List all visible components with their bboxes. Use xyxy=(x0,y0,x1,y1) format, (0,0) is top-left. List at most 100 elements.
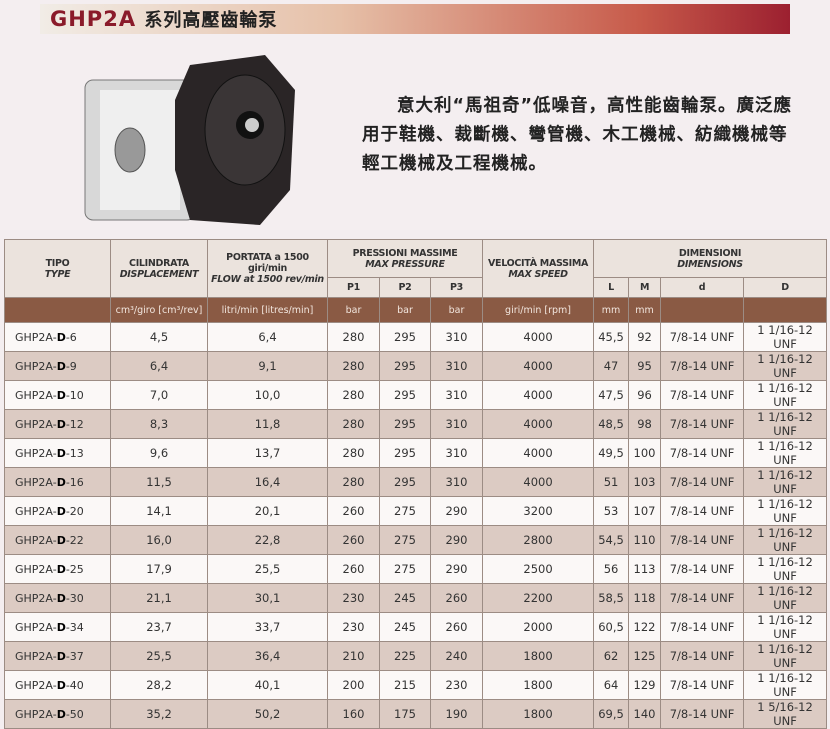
value-cell: 1 1/16-12 UNF xyxy=(743,351,828,381)
value-cell: 51 xyxy=(593,467,630,497)
value-cell: 225 xyxy=(379,641,431,671)
value-cell: 7/8-14 UNF xyxy=(660,525,745,555)
model-part: D xyxy=(56,620,66,634)
product-description: 意大利“馬祖奇”低噪音，高性能齒輪泵。廣泛應用于鞋機、裁斷機、彎管機、木工機械、… xyxy=(362,96,793,174)
model-part: D xyxy=(56,388,66,402)
table-row: GHP2A-D-37 25,5 36,4 210 225 240 1800 62 125 7/8-… xyxy=(4,641,828,671)
value-cell: 7/8-14 UNF xyxy=(660,351,745,381)
model-part: -50 xyxy=(65,707,84,721)
value-cell: 245 xyxy=(379,612,431,642)
model-part: D xyxy=(56,649,66,663)
table-row: GHP2A-D-9 6,4 9,1 280 295 310 4000 47 95 7/8-14 U… xyxy=(4,351,828,381)
value-cell: 95 xyxy=(628,351,662,381)
value-cell: 118 xyxy=(628,583,662,613)
value-cell: 36,4 xyxy=(207,641,328,671)
header-d-large: D xyxy=(743,277,828,298)
value-cell: 110 xyxy=(628,525,662,555)
unit-cell xyxy=(660,297,745,323)
model-part: D xyxy=(56,707,66,721)
header-displacement: CILINDRATA DISPLACEMENT xyxy=(110,239,208,298)
model-part: -10 xyxy=(65,388,84,402)
value-cell: 1 5/16-12 UNF xyxy=(743,699,828,729)
value-cell: 50,2 xyxy=(207,699,328,729)
model-part: GHP2A- xyxy=(15,562,57,576)
value-cell: 56 xyxy=(593,554,630,584)
value-cell: 280 xyxy=(327,351,380,381)
model-part: D xyxy=(56,504,66,518)
value-cell: 13,7 xyxy=(207,438,328,468)
title-banner xyxy=(40,4,790,34)
value-cell: 310 xyxy=(429,467,484,497)
value-cell: 10,0 xyxy=(207,380,328,410)
model-cell: GHP2A-D-50 xyxy=(4,699,111,729)
value-cell: 103 xyxy=(628,467,662,497)
value-cell: 1 1/16-12 UNF xyxy=(743,496,828,526)
model-cell: GHP2A-D-25 xyxy=(4,554,111,584)
value-cell: 310 xyxy=(429,438,484,468)
model-part: GHP2A- xyxy=(15,591,57,605)
value-cell: 280 xyxy=(327,467,380,497)
value-cell: 160 xyxy=(327,699,380,729)
value-cell: 53 xyxy=(593,496,630,526)
model-part: GHP2A- xyxy=(15,504,57,518)
value-cell: 6,4 xyxy=(110,351,208,381)
value-cell: 17,9 xyxy=(110,554,208,584)
value-cell: 11,5 xyxy=(110,467,208,497)
model-part: D xyxy=(56,678,66,692)
model-part: -12 xyxy=(65,417,84,431)
title-chinese: 系列高壓齒輪泵 xyxy=(144,10,278,31)
value-cell: 260 xyxy=(327,554,380,584)
model-part: -16 xyxy=(65,475,84,489)
value-cell: 22,8 xyxy=(207,525,328,555)
value-cell: 47 xyxy=(593,351,630,381)
header-d-small: d xyxy=(660,277,745,298)
value-cell: 275 xyxy=(379,554,431,584)
table-row: GHP2A-D-40 28,2 40,1 200 215 230 1800 64 129 7/8-… xyxy=(4,670,828,700)
model-part: GHP2A- xyxy=(15,359,57,373)
value-cell: 7/8-14 UNF xyxy=(660,699,745,729)
value-cell: 295 xyxy=(379,322,431,352)
value-cell: 1 1/16-12 UNF xyxy=(743,409,828,439)
header-speed: VELOCITÀ MASSIMA MAX SPEED xyxy=(482,239,595,298)
value-cell: 129 xyxy=(628,670,662,700)
model-part: -9 xyxy=(65,359,77,373)
table-row: GHP2A-D-50 35,2 50,2 160 175 190 1800 69,5 140 7/… xyxy=(4,699,828,729)
value-cell: 7/8-14 UNF xyxy=(660,554,745,584)
value-cell: 260 xyxy=(429,583,484,613)
value-cell: 4000 xyxy=(482,322,595,352)
table-row: GHP2A-D-6 4,5 6,4 280 295 310 4000 45,5 92 7/8-14… xyxy=(4,322,828,352)
value-cell: 295 xyxy=(379,380,431,410)
value-cell: 11,8 xyxy=(207,409,328,439)
value-cell: 49,5 xyxy=(593,438,630,468)
value-cell: 280 xyxy=(327,409,380,439)
value-cell: 45,5 xyxy=(593,322,630,352)
value-cell: 62 xyxy=(593,641,630,671)
value-cell: 4,5 xyxy=(110,322,208,352)
value-cell: 1 1/16-12 UNF xyxy=(743,583,828,613)
header-flow: PORTATA a 1500 giri/min FLOW at 1500 rev/… xyxy=(207,239,328,298)
model-cell: GHP2A-D-20 xyxy=(4,496,111,526)
value-cell: 290 xyxy=(429,525,484,555)
header-p1: P1 xyxy=(327,277,380,298)
gear-pump-image xyxy=(84,55,295,225)
value-cell: 1 1/16-12 UNF xyxy=(743,670,828,700)
value-cell: 1 1/16-12 UNF xyxy=(743,380,828,410)
model-part: D xyxy=(56,446,66,460)
value-cell: 48,5 xyxy=(593,409,630,439)
model-part: D xyxy=(56,359,66,373)
value-cell: 295 xyxy=(379,467,431,497)
value-cell: 1800 xyxy=(482,641,595,671)
value-cell: 215 xyxy=(379,670,431,700)
model-cell: GHP2A-D-34 xyxy=(4,612,111,642)
header-dimensions: DIMENSIONI DIMENSIONS xyxy=(593,239,828,278)
unit-cell: mm xyxy=(628,297,662,323)
value-cell: 16,0 xyxy=(110,525,208,555)
table-row: GHP2A-D-25 17,9 25,5 260 275 290 2500 56 113 7/8-… xyxy=(4,554,828,584)
value-cell: 64 xyxy=(593,670,630,700)
table-row: GHP2A-D-10 7,0 10,0 280 295 310 4000 47,5 96 7/8-… xyxy=(4,380,828,410)
value-cell: 113 xyxy=(628,554,662,584)
value-cell: 290 xyxy=(429,554,484,584)
header-type: TIPO TYPE xyxy=(4,239,111,298)
value-cell: 4000 xyxy=(482,438,595,468)
header-m: M xyxy=(628,277,662,298)
